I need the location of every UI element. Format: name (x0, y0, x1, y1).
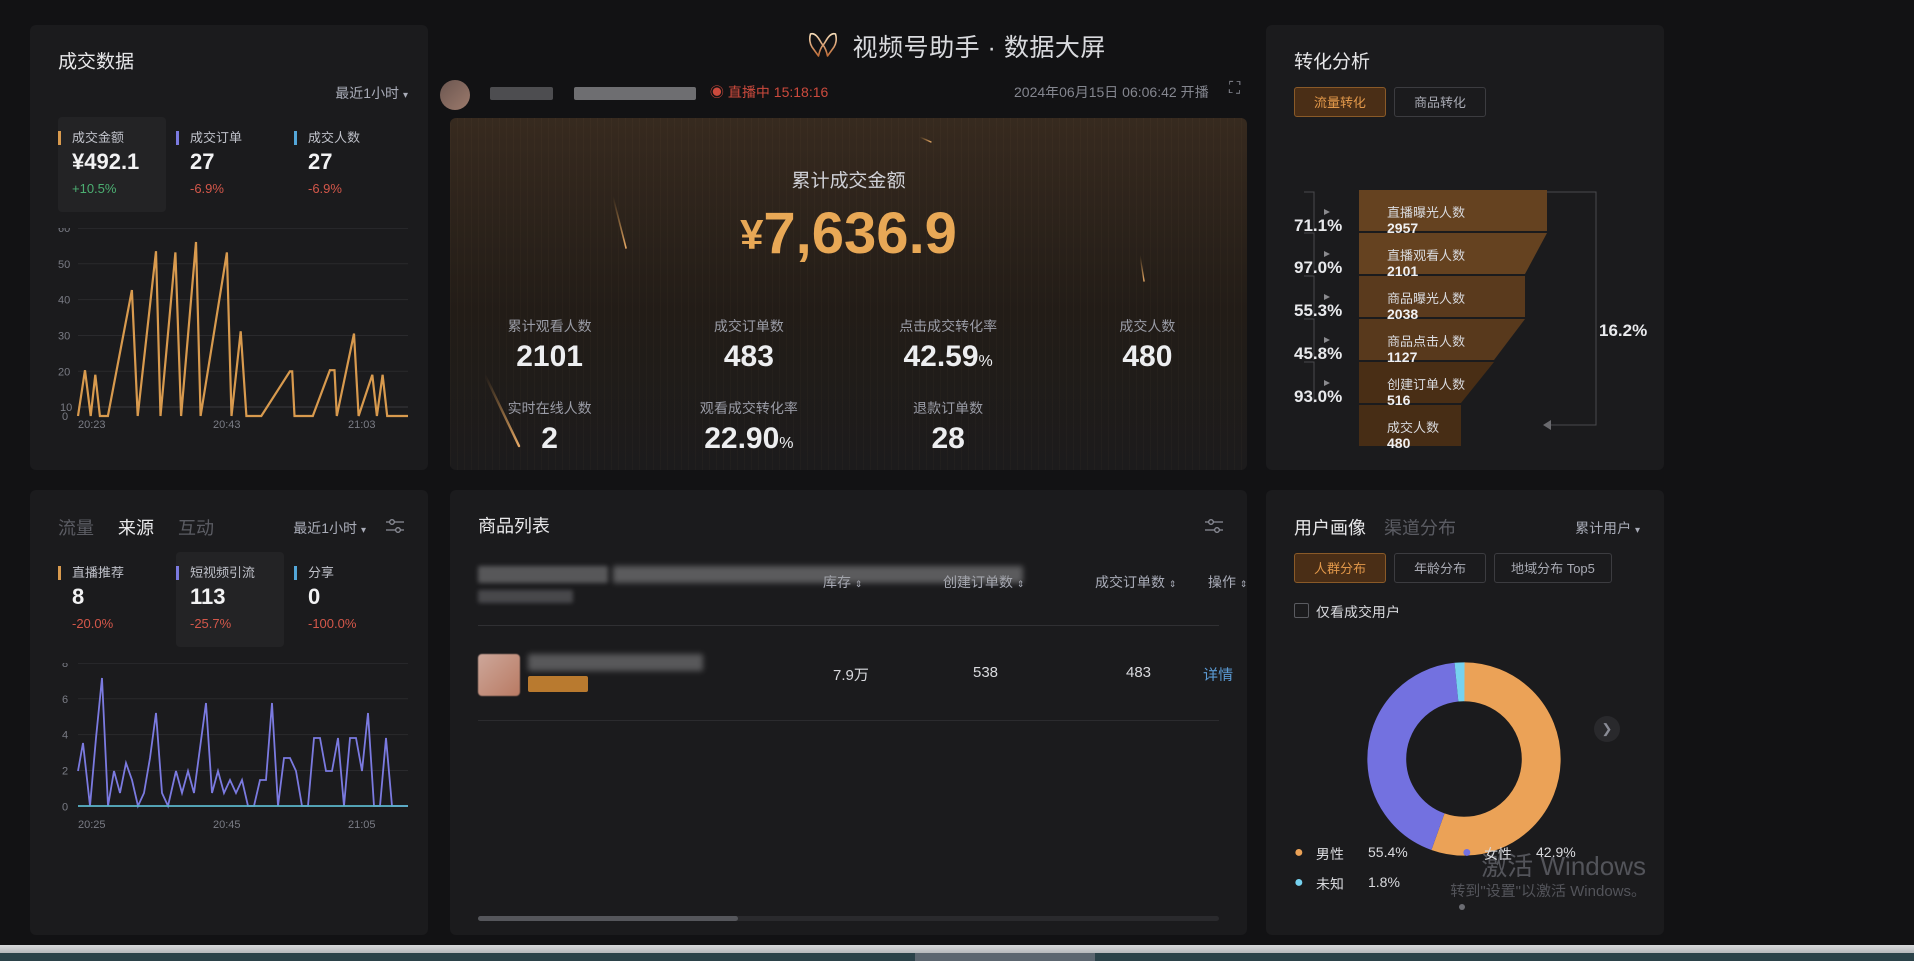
svg-text:21:05: 21:05 (348, 819, 376, 831)
svg-text:8: 8 (62, 663, 68, 670)
svg-text:6: 6 (62, 694, 68, 706)
svg-text:30: 30 (58, 331, 70, 343)
svg-text:50: 50 (58, 259, 70, 271)
svg-text:20:25: 20:25 (78, 819, 106, 831)
svg-text:0: 0 (62, 411, 68, 423)
svg-text:20:43: 20:43 (213, 419, 241, 431)
svg-text:21:03: 21:03 (348, 419, 376, 431)
svg-text:20:23: 20:23 (78, 419, 106, 431)
svg-text:2: 2 (62, 766, 68, 778)
svg-text:0: 0 (62, 801, 68, 813)
svg-text:20:45: 20:45 (213, 819, 241, 831)
svg-text:20: 20 (58, 366, 70, 378)
svg-text:60: 60 (58, 228, 70, 235)
svg-text:4: 4 (62, 730, 68, 742)
svg-text:40: 40 (58, 295, 70, 307)
